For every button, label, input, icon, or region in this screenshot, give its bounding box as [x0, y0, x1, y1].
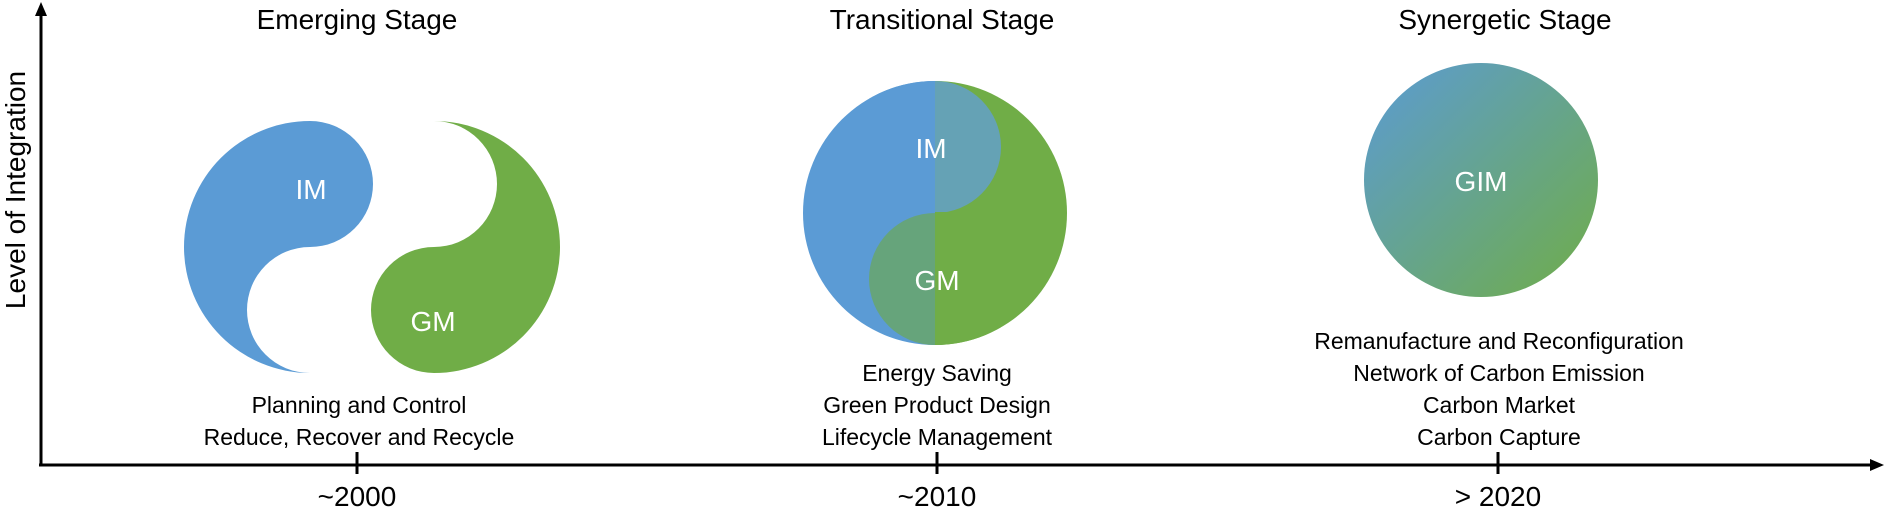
im-label: IM — [915, 133, 946, 164]
emerging-yin-yang: IM GM — [184, 121, 560, 373]
description-line: Remanufacture and Reconfiguration — [1314, 328, 1684, 354]
gim-label: GIM — [1455, 166, 1508, 197]
gm-green-shape — [371, 121, 560, 373]
synergetic-descriptions: Remanufacture and Reconfiguration Networ… — [1314, 328, 1684, 450]
im-blue-shape — [184, 121, 373, 373]
im-label: IM — [295, 174, 326, 205]
stage-title-transitional: Transitional Stage — [830, 4, 1055, 35]
description-line: Network of Carbon Emission — [1353, 360, 1644, 386]
gm-label: GM — [410, 306, 455, 337]
transitional-yin-yang: IM GM — [803, 81, 1067, 345]
stage-title-synergetic: Synergetic Stage — [1398, 4, 1611, 35]
description-line: Carbon Capture — [1417, 424, 1581, 450]
description-line: Green Product Design — [823, 392, 1051, 418]
synergetic-circle: GIM — [1364, 63, 1598, 297]
x-axis-arrow — [1870, 459, 1884, 471]
description-line: Planning and Control — [252, 392, 467, 418]
transitional-descriptions: Energy Saving Green Product Design Lifec… — [822, 360, 1053, 450]
tick-label-2000: ~2000 — [318, 481, 397, 512]
tick-label-2010: ~2010 — [898, 481, 977, 512]
emerging-descriptions: Planning and Control Reduce, Recover and… — [204, 392, 515, 450]
description-line: Reduce, Recover and Recycle — [204, 424, 515, 450]
gm-label: GM — [914, 265, 959, 296]
description-line: Energy Saving — [862, 360, 1012, 386]
y-axis-label: Level of Integration — [0, 71, 31, 309]
description-line: Carbon Market — [1423, 392, 1576, 418]
tick-label-2020: > 2020 — [1455, 481, 1541, 512]
description-line: Lifecycle Management — [822, 424, 1053, 450]
stage-title-emerging: Emerging Stage — [257, 4, 458, 35]
gim-circle — [1364, 63, 1598, 297]
axes — [35, 2, 1884, 474]
y-axis-arrow — [35, 2, 47, 16]
